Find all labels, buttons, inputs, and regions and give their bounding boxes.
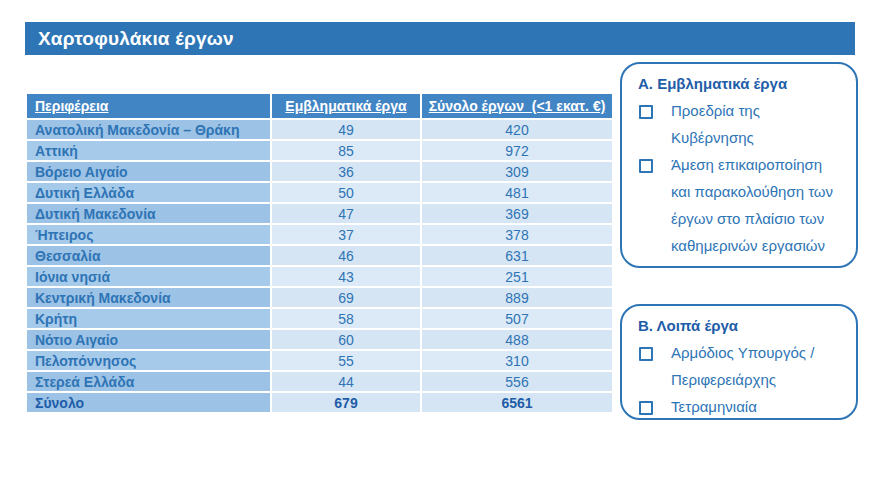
table-row: Ανατολική Μακεδονία – Θράκη49420: [26, 119, 613, 140]
table-row: Αττική85972: [26, 140, 613, 161]
info-box-title: Α. Εμβληματικά έργα: [638, 75, 842, 92]
table-row: Θεσσαλία46631: [26, 245, 613, 266]
total-count-cell: 481: [421, 182, 613, 203]
region-name-cell: Ιόνια νησιά: [26, 266, 271, 287]
region-name-cell: Αττική: [26, 140, 271, 161]
flagship-count-cell: 85: [271, 140, 421, 161]
region-name-cell: Κρήτη: [26, 308, 271, 329]
flagship-count-cell: 49: [271, 119, 421, 140]
total-count-cell: 420: [421, 119, 613, 140]
checkbox-bullet-icon: [639, 159, 653, 173]
total-count-cell: 556: [421, 371, 613, 392]
checkbox-bullet-icon: [639, 347, 653, 361]
column-header-region: Περιφέρεια: [26, 93, 271, 119]
total-count-cell: 631: [421, 245, 613, 266]
flagship-count-cell: 46: [271, 245, 421, 266]
flagship-count-cell: 47: [271, 203, 421, 224]
table-row: Ήπειρος37378: [26, 224, 613, 245]
flagship-count-cell: 44: [271, 371, 421, 392]
flagship-count-cell: 37: [271, 224, 421, 245]
bullet-item: Αρμόδιος Υπουργός / Περιφερειάρχης: [636, 339, 842, 393]
flagship-count-cell: 55: [271, 350, 421, 371]
region-name-cell: Κεντρική Μακεδονία: [26, 287, 271, 308]
info-box-title: Β. Λοιπά έργα: [638, 317, 842, 334]
table-row: Κεντρική Μακεδονία69889: [26, 287, 613, 308]
region-name-cell: Πελοπόννησος: [26, 350, 271, 371]
region-name-cell: Ανατολική Μακεδονία – Θράκη: [26, 119, 271, 140]
bullet-list: Αρμόδιος Υπουργός / ΠεριφερειάρχηςΤετραμ…: [636, 339, 842, 420]
total-count-cell: 378: [421, 224, 613, 245]
bullet-item-text: Αρμόδιος Υπουργός / Περιφερειάρχης: [671, 339, 842, 393]
table-body: Ανατολική Μακεδονία – Θράκη49420Αττική85…: [26, 119, 613, 413]
bullet-item-text: Τετραμηνιαία: [671, 393, 757, 420]
table-row: Ιόνια νησιά43251: [26, 266, 613, 287]
region-name-cell: Νότιο Αιγαίο: [26, 329, 271, 350]
region-name-cell: Σύνολο: [26, 392, 271, 413]
table-total-row: Σύνολο6796561: [26, 392, 613, 413]
checkbox-bullet-icon: [639, 401, 653, 415]
checkbox-bullet-icon: [639, 105, 653, 119]
total-count-cell: 309: [421, 161, 613, 182]
table-row: Πελοπόννησος55310: [26, 350, 613, 371]
total-count-cell: 6561: [421, 392, 613, 413]
region-name-cell: Ήπειρος: [26, 224, 271, 245]
column-header-flagship: Εμβληματικά έργα: [271, 93, 421, 119]
bullet-list: Προεδρία της ΚυβέρνησηςΆμεση επικαιροποί…: [636, 97, 842, 259]
total-count-cell: 310: [421, 350, 613, 371]
flagship-count-cell: 69: [271, 287, 421, 308]
table-row: Στερεά Ελλάδα44556: [26, 371, 613, 392]
flagship-count-cell: 679: [271, 392, 421, 413]
flagship-count-cell: 58: [271, 308, 421, 329]
region-name-cell: Στερεά Ελλάδα: [26, 371, 271, 392]
region-name-cell: Θεσσαλία: [26, 245, 271, 266]
bullet-item-text: Προεδρία της Κυβέρνησης: [671, 97, 842, 151]
flagship-count-cell: 36: [271, 161, 421, 182]
region-name-cell: Βόρειο Αιγαίο: [26, 161, 271, 182]
total-count-cell: 889: [421, 287, 613, 308]
table-row: Νότιο Αιγαίο60488: [26, 329, 613, 350]
bullet-item-text: Άμεση επικαιροποίηση και παρακολούθηση τ…: [671, 151, 842, 259]
bullet-item: Προεδρία της Κυβέρνησης: [636, 97, 842, 151]
flagship-count-cell: 43: [271, 266, 421, 287]
flagship-count-cell: 60: [271, 329, 421, 350]
total-count-cell: 507: [421, 308, 613, 329]
regions-table: Περιφέρεια Εμβληματικά έργα Σύνολο έργων…: [25, 92, 614, 414]
table-row: Δυτική Μακεδονία47369: [26, 203, 613, 224]
total-count-cell: 251: [421, 266, 613, 287]
info-box-flagship-projects: Α. Εμβληματικά έργα Προεδρία της Κυβέρνη…: [620, 62, 858, 268]
total-count-cell: 369: [421, 203, 613, 224]
total-count-cell: 972: [421, 140, 613, 161]
region-name-cell: Δυτική Μακεδονία: [26, 203, 271, 224]
table-row: Δυτική Ελλάδα50481: [26, 182, 613, 203]
region-name-cell: Δυτική Ελλάδα: [26, 182, 271, 203]
flagship-count-cell: 50: [271, 182, 421, 203]
table-row: Κρήτη58507: [26, 308, 613, 329]
column-header-total: Σύνολο έργων (<1 εκατ. €): [421, 93, 613, 119]
total-count-cell: 488: [421, 329, 613, 350]
info-box-other-projects: Β. Λοιπά έργα Αρμόδιος Υπουργός / Περιφε…: [620, 304, 858, 420]
table-header-row: Περιφέρεια Εμβληματικά έργα Σύνολο έργων…: [26, 93, 613, 119]
page-title: Χαρτοφυλάκια έργων: [25, 22, 855, 55]
table-row: Βόρειο Αιγαίο36309: [26, 161, 613, 182]
bullet-item: Τετραμηνιαία: [636, 393, 842, 420]
bullet-item: Άμεση επικαιροποίηση και παρακολούθηση τ…: [636, 151, 842, 259]
